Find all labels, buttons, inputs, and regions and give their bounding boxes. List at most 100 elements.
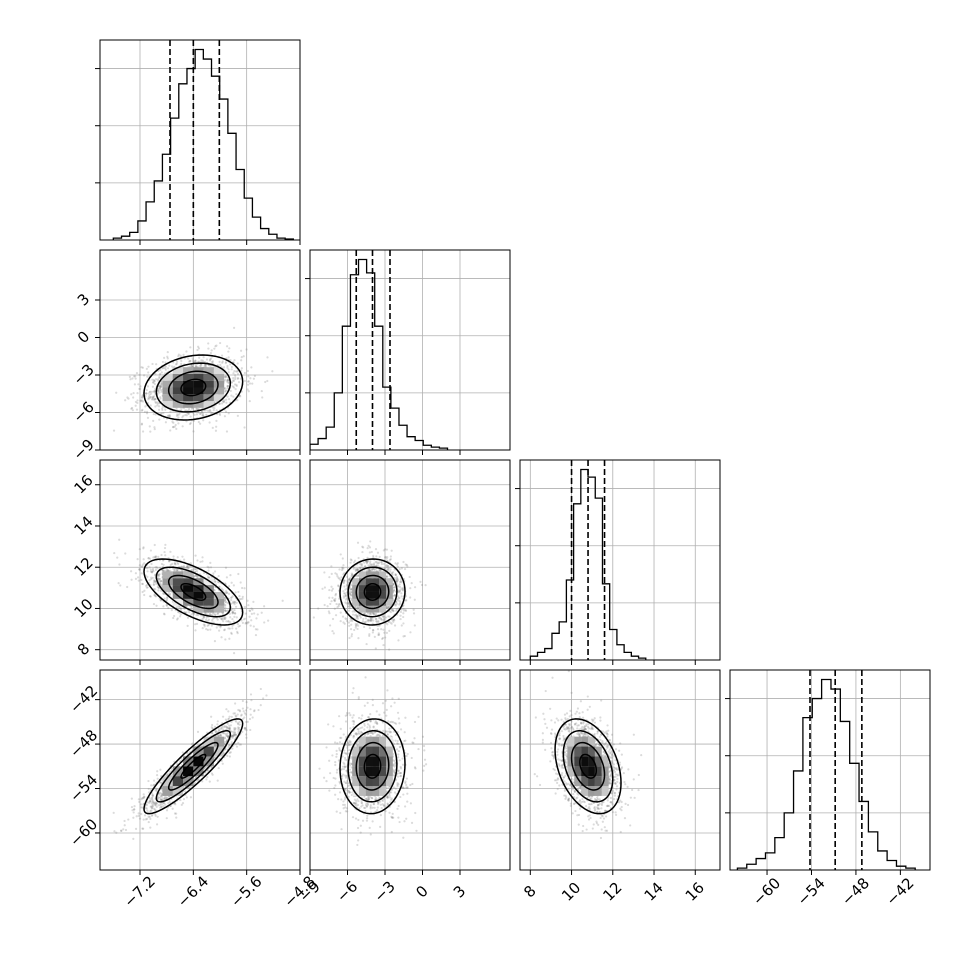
sample-point-2-1 xyxy=(396,563,399,566)
sample-point-2-0 xyxy=(142,546,145,549)
density-cell-2-0 xyxy=(162,571,173,579)
sample-point-1-0 xyxy=(235,370,238,373)
sample-point-1-0 xyxy=(211,360,215,363)
sample-point-2-1 xyxy=(350,633,354,636)
sample-point-2-1 xyxy=(350,588,353,591)
ytick-label-2-3: 14 xyxy=(71,513,97,539)
sample-point-2-0 xyxy=(177,562,180,566)
sample-point-2-1 xyxy=(353,610,356,613)
sample-point-2-1 xyxy=(330,565,333,568)
sample-point-2-0 xyxy=(226,620,230,623)
sample-point-1-0 xyxy=(191,357,194,360)
sample-point-3-0 xyxy=(244,709,248,712)
sample-point-1-0 xyxy=(180,359,183,363)
sample-point-2-0 xyxy=(154,555,158,558)
sample-point-2-0 xyxy=(150,570,153,573)
sample-point-2-1 xyxy=(399,580,402,584)
sample-point-2-1 xyxy=(386,567,390,570)
sample-point-1-0 xyxy=(138,373,141,376)
sample-point-2-0 xyxy=(157,586,160,589)
sample-point-2-1 xyxy=(352,566,355,569)
sample-point-2-1 xyxy=(371,567,375,570)
sample-point-1-0 xyxy=(194,360,197,363)
sample-point-2-0 xyxy=(141,582,144,586)
sample-point-2-0 xyxy=(154,568,157,571)
sample-point-2-1 xyxy=(394,603,397,606)
sample-point-2-0 xyxy=(147,557,150,560)
sample-point-1-0 xyxy=(175,414,179,417)
sample-point-1-0 xyxy=(240,359,243,362)
sample-point-3-0 xyxy=(225,733,228,736)
density-cell-2-0 xyxy=(172,598,184,606)
density-cell-2-0 xyxy=(203,578,214,586)
sample-point-2-1 xyxy=(342,581,345,584)
sample-point-2-0 xyxy=(235,627,238,630)
sample-point-2-0 xyxy=(188,565,191,568)
sample-point-2-1 xyxy=(330,600,333,603)
sample-point-1-0 xyxy=(151,397,154,401)
sample-point-2-1 xyxy=(386,575,389,578)
sample-point-2-1 xyxy=(406,565,409,568)
sample-point-2-0 xyxy=(224,598,227,602)
sample-point-2-0 xyxy=(231,618,234,621)
sample-point-3-0 xyxy=(238,743,241,746)
histogram-0 xyxy=(112,48,294,240)
sample-point-2-1 xyxy=(383,567,387,570)
sample-point-2-1 xyxy=(379,569,382,572)
sample-point-1-0 xyxy=(230,368,233,371)
sample-point-2-0 xyxy=(218,585,221,588)
density-cell-2-0 xyxy=(183,578,194,586)
sample-point-1-0 xyxy=(226,379,230,382)
sample-point-2-1 xyxy=(385,548,389,551)
sample-point-2-0 xyxy=(151,567,155,571)
density-cell-2-1 xyxy=(386,598,393,606)
sample-point-2-0 xyxy=(246,599,249,602)
density-cell-2-1 xyxy=(372,591,380,599)
density-cell-1-0 xyxy=(203,373,214,381)
sample-point-1-0 xyxy=(210,349,213,352)
sample-point-2-0 xyxy=(150,562,153,566)
sample-point-2-0 xyxy=(201,627,204,630)
sample-point-2-1 xyxy=(375,612,378,615)
sample-point-2-1 xyxy=(339,578,342,582)
sample-point-1-0 xyxy=(200,363,203,366)
sample-point-2-1 xyxy=(387,567,391,570)
sample-point-2-0 xyxy=(163,550,166,554)
sample-point-2-0 xyxy=(224,609,227,612)
sample-point-1-0 xyxy=(160,381,163,384)
sample-point-2-1 xyxy=(396,565,399,568)
sample-point-2-1 xyxy=(348,607,351,610)
sample-point-2-1 xyxy=(358,614,362,617)
sample-point-2-0 xyxy=(263,621,266,624)
density-cell-2-1 xyxy=(358,591,366,599)
sample-point-2-1 xyxy=(354,624,358,627)
sample-point-3-0 xyxy=(231,735,234,738)
sample-point-1-0 xyxy=(188,365,192,368)
sample-point-2-0 xyxy=(141,590,144,594)
sample-point-2-1 xyxy=(356,568,359,571)
sample-point-3-0 xyxy=(154,804,157,807)
sample-point-1-0 xyxy=(148,393,151,396)
sample-point-2-1 xyxy=(401,588,404,591)
sample-point-2-0 xyxy=(145,586,148,589)
sample-point-2-0 xyxy=(186,565,189,569)
sample-point-1-0 xyxy=(162,411,165,415)
sample-point-2-0 xyxy=(179,613,182,616)
density-cell-1-0 xyxy=(162,380,173,388)
sample-point-2-0 xyxy=(150,571,154,574)
sample-point-2-1 xyxy=(380,618,383,621)
sample-point-3-0 xyxy=(165,796,168,799)
sample-point-2-0 xyxy=(225,601,228,604)
sample-point-2-1 xyxy=(345,584,349,587)
sample-point-2-1 xyxy=(350,559,353,562)
sample-point-2-1 xyxy=(326,605,329,608)
sample-point-1-0 xyxy=(154,413,157,416)
sample-point-2-0 xyxy=(160,553,163,557)
sample-point-3-0 xyxy=(253,710,256,713)
sample-point-2-0 xyxy=(247,621,250,624)
sample-point-1-0 xyxy=(166,355,169,358)
sample-point-1-0 xyxy=(189,421,192,425)
sample-point-2-0 xyxy=(236,622,240,626)
sample-point-3-0 xyxy=(225,708,228,711)
panel-2-2 xyxy=(515,459,721,665)
